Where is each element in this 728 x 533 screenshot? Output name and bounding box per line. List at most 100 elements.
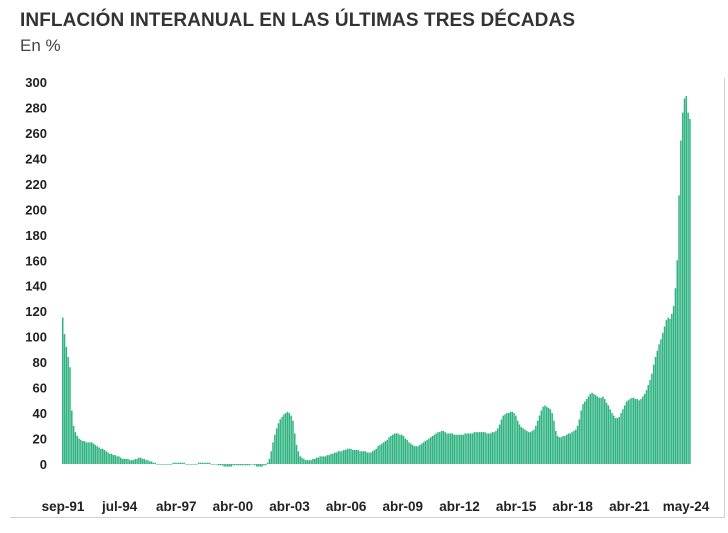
- bar: [134, 458, 136, 464]
- bar: [91, 442, 93, 464]
- bar: [342, 449, 345, 464]
- x-tick-label: abr-21: [609, 499, 650, 514]
- bar: [72, 425, 75, 464]
- bar: [654, 357, 657, 464]
- bar: [375, 448, 378, 464]
- bar: [471, 433, 474, 464]
- bar: [477, 432, 479, 464]
- bar: [364, 451, 367, 464]
- y-tick-label: 280: [25, 100, 47, 115]
- bar: [497, 428, 499, 464]
- bar: [201, 462, 204, 464]
- bar: [631, 397, 633, 464]
- bar: [127, 458, 129, 464]
- bar: [486, 433, 488, 464]
- bar: [377, 446, 379, 464]
- bar: [306, 460, 309, 464]
- bar: [602, 396, 604, 464]
- bar: [346, 448, 349, 464]
- bar: [237, 464, 240, 466]
- bar: [435, 433, 437, 464]
- bar: [587, 396, 590, 464]
- bar: [223, 464, 225, 467]
- chart-title: INFLACIÓN INTERANUAL EN LAS ÚLTIMAS TRES…: [20, 10, 576, 31]
- bar: [254, 464, 256, 466]
- bar: [685, 96, 688, 464]
- bar: [62, 317, 64, 464]
- bar: [252, 464, 254, 465]
- bar: [301, 457, 303, 464]
- bar: [136, 458, 138, 464]
- bar: [400, 434, 403, 464]
- bar: [123, 458, 126, 464]
- bar: [341, 451, 343, 464]
- bar: [611, 413, 613, 464]
- y-tick-label: 120: [25, 304, 47, 319]
- bar: [455, 434, 457, 464]
- bar: [545, 406, 548, 464]
- bar: [656, 350, 659, 464]
- bar: [498, 424, 501, 464]
- bar: [408, 442, 410, 464]
- bar: [529, 432, 532, 464]
- bar: [643, 393, 646, 464]
- bar: [513, 413, 515, 464]
- bar: [319, 456, 321, 464]
- bar: [462, 434, 465, 464]
- bar: [250, 464, 253, 465]
- bar: [210, 464, 213, 465]
- bar: [526, 430, 528, 464]
- bar: [681, 112, 684, 464]
- y-tick-label: 300: [25, 75, 47, 90]
- x-tick-label: sep-91: [42, 499, 85, 514]
- bar: [584, 401, 586, 464]
- bar: [368, 452, 370, 464]
- bar: [464, 433, 466, 464]
- bar: [625, 401, 628, 464]
- bar: [172, 462, 175, 464]
- bar: [225, 464, 227, 467]
- bar: [489, 433, 492, 464]
- bar: [112, 455, 115, 464]
- bar: [468, 433, 470, 464]
- bar: [284, 413, 287, 464]
- bar: [125, 458, 127, 464]
- bar: [283, 414, 285, 464]
- bar: [168, 464, 171, 465]
- bar: [80, 439, 82, 464]
- bar: [154, 462, 156, 464]
- bar: [313, 458, 316, 464]
- bar: [152, 462, 155, 464]
- bar: [304, 460, 307, 464]
- bar: [379, 444, 381, 464]
- bar: [460, 434, 463, 464]
- bar: [143, 458, 146, 464]
- bar: [391, 434, 394, 464]
- bar: [520, 427, 523, 464]
- bar: [538, 415, 541, 464]
- bar: [299, 456, 301, 464]
- x-tick-label: abr-09: [383, 499, 424, 514]
- bar: [475, 432, 477, 464]
- bar: [321, 456, 323, 464]
- bar: [187, 464, 189, 465]
- bar: [431, 435, 434, 464]
- bar: [67, 357, 69, 464]
- bar: [245, 464, 247, 466]
- bar: [145, 460, 147, 464]
- bar: [295, 444, 298, 464]
- bar: [662, 332, 664, 464]
- bar: [480, 432, 483, 464]
- bar: [290, 415, 292, 464]
- bar: [232, 464, 234, 466]
- bar: [274, 434, 276, 464]
- bar: [257, 464, 260, 467]
- bar: [651, 373, 653, 464]
- bar: [130, 460, 133, 464]
- bar: [571, 432, 573, 464]
- bar: [216, 464, 218, 465]
- bar: [647, 385, 649, 464]
- bar: [96, 446, 98, 464]
- bar: [616, 418, 619, 464]
- bar: [667, 317, 669, 464]
